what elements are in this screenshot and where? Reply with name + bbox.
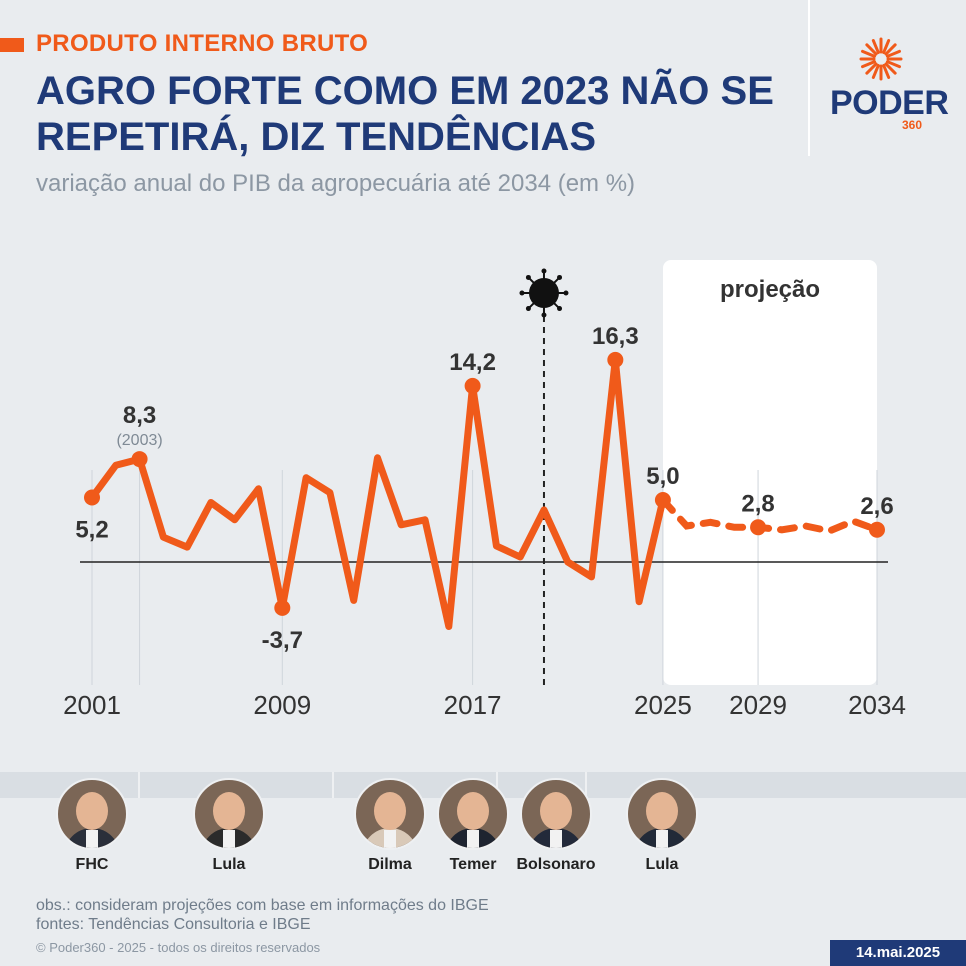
avatar: [193, 778, 265, 850]
president-3: Temer: [418, 778, 528, 874]
president-0: FHC: [37, 778, 147, 874]
president-name: Bolsonaro: [516, 856, 596, 873]
x-tick-label-2034: 2034: [848, 690, 906, 720]
avatar: [56, 778, 128, 850]
logo-word: PODER: [830, 84, 949, 122]
projection-series-line: [659, 496, 881, 535]
timeline-divider: [496, 772, 498, 798]
page-title: AGRO FORTE COMO EM 2023 NÃO SE REPETIRÁ,…: [36, 69, 774, 159]
kicker: PRODUTO INTERNO BRUTO: [36, 30, 369, 57]
president-1: Lula: [174, 778, 284, 874]
avatar: [626, 778, 698, 850]
president-name: Lula: [645, 856, 679, 873]
avatar: [437, 778, 509, 850]
data-point-2017: [464, 377, 481, 394]
data-label-2023: 16,3: [592, 323, 639, 350]
chart-subtitle: variação anual do PIB da agropecuária at…: [36, 170, 636, 197]
projection-panel: [663, 260, 877, 685]
data-point-2034: [869, 521, 885, 538]
x-tick-label-2017: 2017: [444, 690, 502, 720]
president-name: Temer: [449, 856, 497, 873]
timeline-divider: [332, 772, 334, 798]
data-point-2023: [607, 351, 624, 368]
poder360-logo: PODER 360: [826, 36, 949, 136]
timeline-divider: [138, 772, 140, 798]
x-tick-label-2025: 2025: [634, 690, 692, 720]
virus-icon: [519, 268, 569, 318]
data-point-2009: [274, 599, 291, 616]
footnote-obs: obs.: consideram projeções com base em i…: [36, 897, 489, 914]
data-label-2034: 2,6: [860, 493, 893, 520]
footnote-sources: fontes: Tendências Consultoria e IBGE: [36, 916, 311, 933]
copyright: © Poder360 - 2025 - todos os direitos re…: [36, 940, 321, 955]
avatar: [520, 778, 592, 850]
logo-divider: [808, 0, 810, 156]
data-label-2029: 2,8: [741, 490, 774, 517]
actual-series-line: [88, 356, 667, 630]
data-point-2001: [84, 489, 100, 506]
data-label-2017: 14,2: [449, 349, 496, 376]
x-tick-label-2029: 2029: [729, 690, 787, 720]
x-tick-label-2009: 2009: [253, 690, 311, 720]
president-2: Dilma: [335, 778, 445, 874]
data-point-2029: [750, 519, 767, 536]
data-label-2009: -3,7: [262, 627, 303, 654]
x-tick-label-2001: 2001: [63, 690, 121, 720]
president-5: Lula: [607, 778, 717, 874]
data-label-2025: 5,0: [646, 463, 679, 490]
president-name: FHC: [75, 856, 109, 873]
date-badge: 14.mai.2025: [830, 940, 966, 966]
footnotes: obs.: consideram projeções com base em i…: [36, 896, 489, 934]
president-name: Lula: [212, 856, 246, 873]
data-label-2003: 8,3: [123, 402, 156, 429]
data-point-2003: [131, 451, 148, 468]
projection-label: projeção: [720, 276, 820, 303]
avatar: [354, 778, 426, 850]
data-label-2001: 5,2: [75, 517, 108, 544]
president-name: Dilma: [368, 856, 412, 873]
timeline-divider: [585, 772, 587, 798]
pib-line-chart: projeção 5,2 8,3 (2003) -3,7 14,2 16,3 5,0 2,8 2…: [63, 260, 906, 720]
president-4: Bolsonaro: [501, 778, 611, 874]
data-sublabel-2003: (2003): [116, 432, 162, 449]
logo-number: 360: [902, 118, 923, 132]
data-point-2025: [654, 492, 671, 508]
kicker-accent-bar: [0, 38, 24, 52]
sun-logo-icon: [859, 37, 903, 81]
